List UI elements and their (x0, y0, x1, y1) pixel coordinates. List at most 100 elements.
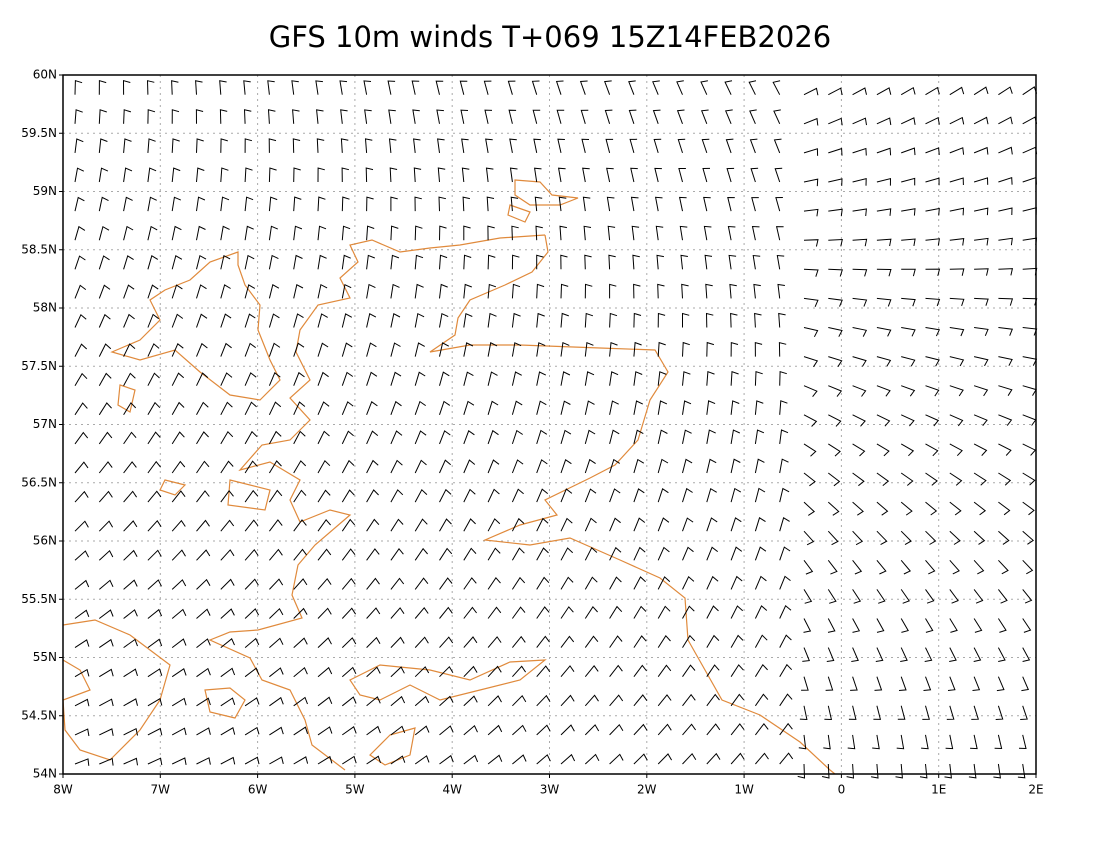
wind-barb (244, 254, 255, 270)
wind-barb (775, 226, 784, 241)
wind-barb (925, 147, 940, 155)
wind-barb (923, 676, 932, 691)
wind-barb (269, 548, 283, 561)
wind-barb (243, 80, 251, 95)
wind-barb (657, 664, 672, 677)
wind-barb (828, 178, 843, 186)
wind-barb (629, 138, 638, 154)
wind-barb (560, 517, 573, 532)
wind-barb (609, 283, 617, 299)
wind-barb (609, 517, 621, 532)
wind-barb (1022, 618, 1032, 633)
wind-barb (682, 752, 697, 765)
wind-barb (706, 664, 720, 677)
wind-barb (803, 268, 819, 277)
wind-barb (366, 401, 378, 415)
wind-barb (220, 489, 234, 503)
wind-barb (949, 238, 965, 246)
wind-barb (536, 576, 550, 590)
wind-barb (633, 429, 644, 445)
wind-barb (99, 668, 114, 678)
y-tick-label: 54.5N (21, 708, 57, 722)
wind-barb (1022, 356, 1038, 366)
wind-barb (779, 663, 793, 677)
wind-barb (147, 284, 159, 299)
wind-barb (196, 313, 208, 328)
wind-barb (949, 501, 962, 516)
wind-barb (511, 225, 519, 241)
wind-barb (973, 116, 989, 125)
wind-barb (390, 755, 406, 765)
wind-barb (876, 208, 892, 216)
wind-barb (973, 647, 982, 662)
wind-barb (901, 268, 916, 277)
wind-barb (779, 429, 789, 444)
wind-barb (414, 518, 428, 532)
wind-barb (317, 726, 333, 736)
wind-barb (560, 694, 575, 707)
wind-barb (171, 401, 185, 416)
wind-barb (74, 402, 88, 416)
wind-barb (244, 756, 260, 765)
wind-barb (171, 138, 180, 153)
wind-barb (900, 443, 915, 457)
wind-barb (925, 414, 940, 427)
wind-barb (974, 268, 989, 276)
wind-barb (196, 549, 211, 561)
wind-barb (852, 356, 867, 367)
wind-barb (998, 414, 1013, 426)
wind-barb (653, 138, 662, 154)
wind-barb (876, 177, 892, 186)
wind-barb (803, 297, 819, 307)
wind-barb (803, 178, 819, 187)
wind-barb (827, 589, 837, 604)
wind-barb (851, 647, 859, 662)
wind-barb (244, 726, 260, 736)
wind-barb (147, 697, 163, 707)
wind-barb (317, 696, 333, 707)
wind-barb (560, 488, 573, 503)
wind-barb (706, 458, 717, 474)
wind-barb (531, 80, 540, 95)
wind-barb (366, 548, 380, 561)
wind-barb (773, 109, 781, 125)
wind-barb (291, 80, 299, 95)
wind-barb (390, 489, 404, 503)
wind-barb (411, 80, 420, 95)
wind-barb (925, 238, 940, 246)
wind-barb (974, 237, 989, 246)
wind-barb (171, 490, 186, 503)
wind-barb (390, 725, 406, 736)
wind-barb (852, 87, 867, 96)
wind-barb (414, 430, 427, 445)
wind-barb (633, 605, 647, 619)
wind-barb (146, 80, 155, 95)
wind-barb (293, 696, 308, 707)
wind-barb (293, 637, 308, 648)
wind-barb (147, 727, 163, 736)
wind-barb (98, 167, 109, 183)
wind-barb (828, 327, 843, 337)
wind-barb (705, 283, 713, 299)
y-tick-label: 59.5N (21, 126, 57, 140)
wind-barb (219, 80, 227, 95)
wind-barb (827, 472, 841, 487)
wind-barb (973, 146, 989, 155)
wind-barb (220, 460, 234, 474)
wind-barb (98, 138, 108, 153)
wind-barb (657, 576, 671, 590)
wind-barb (268, 254, 279, 270)
wind-barb (778, 312, 786, 328)
wind-barb (852, 472, 865, 487)
wind-barb (754, 341, 763, 357)
wind-barb (998, 327, 1014, 336)
wind-barb (196, 757, 211, 765)
wind-barb (779, 604, 792, 619)
wind-barb (754, 575, 767, 590)
wind-barb (949, 647, 957, 662)
wind-barb (509, 138, 517, 153)
wind-barb (98, 520, 114, 532)
wind-barb (439, 488, 452, 503)
wind-barb (98, 372, 112, 386)
wind-barb (584, 254, 592, 270)
